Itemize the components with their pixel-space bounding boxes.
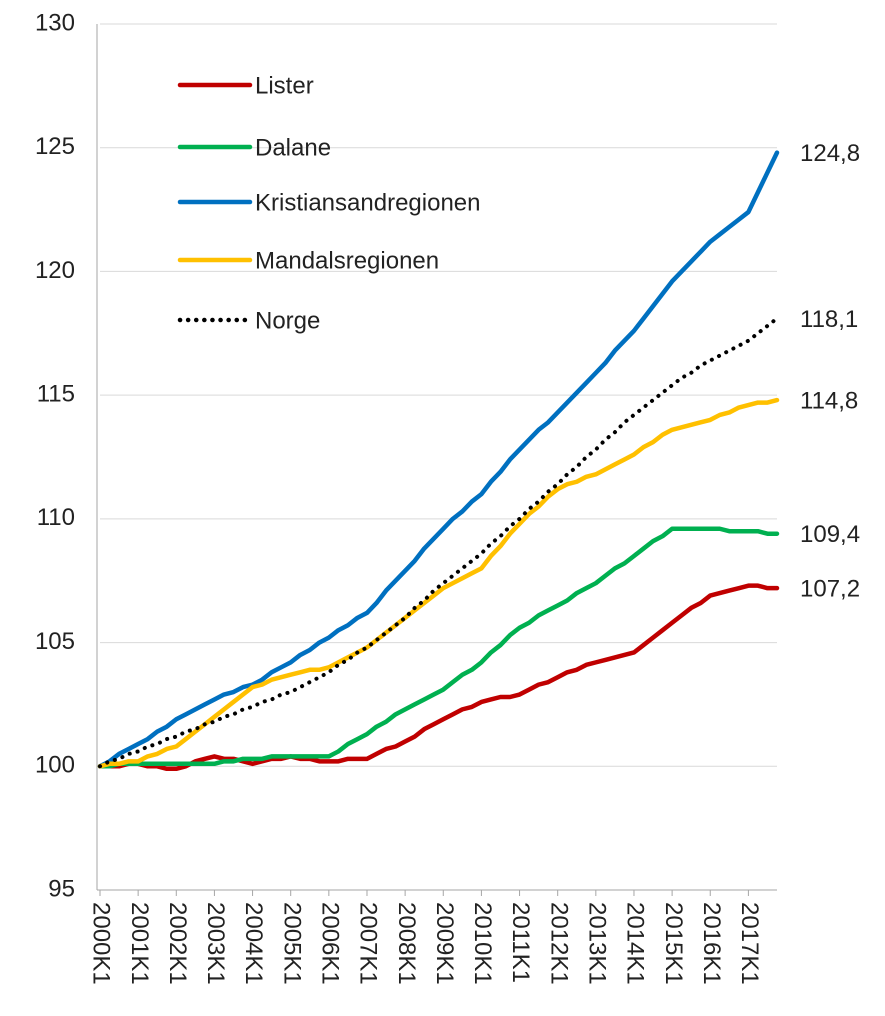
y-tick-label: 115 [37, 380, 75, 407]
x-tick-label: 2007K1 [355, 902, 382, 985]
x-tick-label: 2012K1 [545, 902, 572, 985]
x-tick-label: 2014K1 [622, 902, 649, 985]
x-tick-label: 2002K1 [164, 902, 191, 985]
x-tick-label: 2017K1 [736, 902, 763, 985]
x-tick-label: 2009K1 [431, 902, 458, 985]
legend-label: Dalane [255, 134, 331, 161]
x-tick-label: 2011K1 [507, 902, 534, 983]
end-label: 118,1 [800, 306, 858, 333]
x-tick-label: 2006K1 [317, 902, 344, 985]
y-tick-label: 120 [35, 257, 75, 284]
end-label: 109,4 [800, 521, 860, 548]
legend-label: Norge [255, 307, 320, 334]
x-tick-label: 2001K1 [126, 902, 153, 985]
legend-label: Lister [255, 72, 314, 99]
x-tick-label: 2000K1 [88, 902, 115, 985]
line-2 [97, 150, 780, 769]
end-label: 114,8 [800, 387, 858, 414]
end-label: 107,2 [800, 575, 860, 602]
y-tick-label: 130 [35, 9, 75, 36]
legend-label: Kristiansandregionen [255, 189, 480, 216]
line-0 [97, 583, 780, 772]
y-tick-label: 105 [35, 628, 75, 655]
y-tick-label: 125 [35, 133, 75, 160]
line-1 [97, 526, 780, 769]
x-tick-label: 2008K1 [393, 902, 420, 985]
line-4 [98, 316, 779, 769]
x-tick-label: 2010K1 [469, 902, 496, 985]
y-tick-label: 110 [37, 504, 75, 531]
x-tick-label: 2013K1 [583, 902, 610, 985]
x-tick-label: 2015K1 [660, 902, 687, 985]
legend-label: Mandalsregionen [255, 247, 439, 274]
y-tick-label: 95 [48, 875, 75, 902]
y-tick-label: 100 [35, 752, 75, 779]
x-tick-label: 2004K1 [240, 902, 267, 985]
x-tick-label: 2003K1 [202, 902, 229, 985]
x-tick-label: 2016K1 [698, 902, 725, 985]
line-3 [97, 397, 780, 769]
x-tick-label: 2005K1 [278, 902, 305, 985]
end-label: 124,8 [800, 140, 860, 167]
